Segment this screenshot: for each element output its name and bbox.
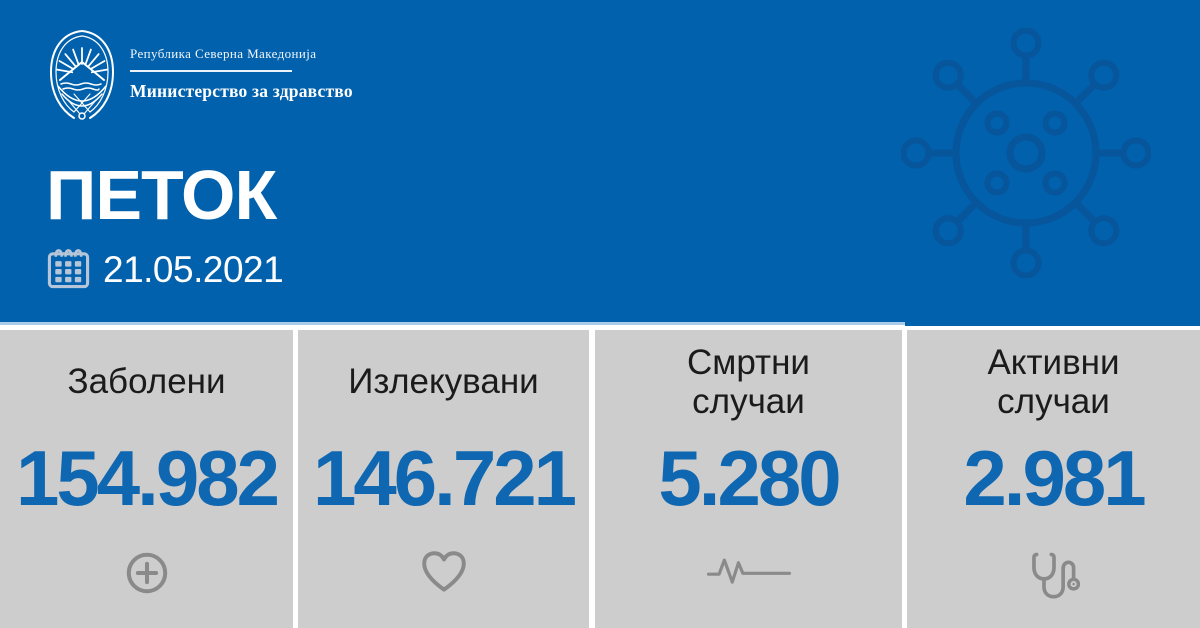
header: Република Северна Македонија Министерств… [0,0,1200,322]
report-date: 21.05.2021 [103,248,284,290]
day-title: ПЕТОК [46,156,277,234]
stat-value: 146.721 [313,434,577,522]
stat-label: Заболени [67,362,226,402]
ministry-label: Министерство за здравство [130,81,353,101]
heart-icon [421,551,466,592]
plus-circle-icon [126,552,167,594]
stat-label: Излекувани [348,362,539,402]
coat-of-arms-icon [49,30,115,120]
stethoscope-icon [1031,552,1080,599]
stat-label: Смртни случаи [687,342,810,421]
stat-card-deaths: Смртни случаи 5.280 [595,330,902,628]
stat-card-recovered: Излекувани 146.721 [298,330,589,628]
stat-card-active: Активни случаи 2.981 [907,330,1200,628]
stat-label: Активни случаи [987,342,1120,421]
date-row: 21.05.2021 [46,247,284,292]
header-divider-right [905,322,1200,326]
stat-card-infected: Заболени 154.982 [0,330,293,628]
stat-value: 154.982 [16,434,280,522]
header-divider-line [0,322,905,325]
virus-watermark-icon [901,28,1151,278]
government-branding: Република Северна Македонија Министерств… [46,28,353,122]
heartbeat-icon [706,558,791,584]
calendar-icon [47,249,90,289]
stat-value: 2.981 [963,434,1146,522]
stat-value: 5.280 [658,434,841,522]
logo-divider [130,70,292,72]
republic-label: Република Северна Македонија [130,46,317,61]
government-text: Република Северна Македонија Министерств… [130,28,353,122]
